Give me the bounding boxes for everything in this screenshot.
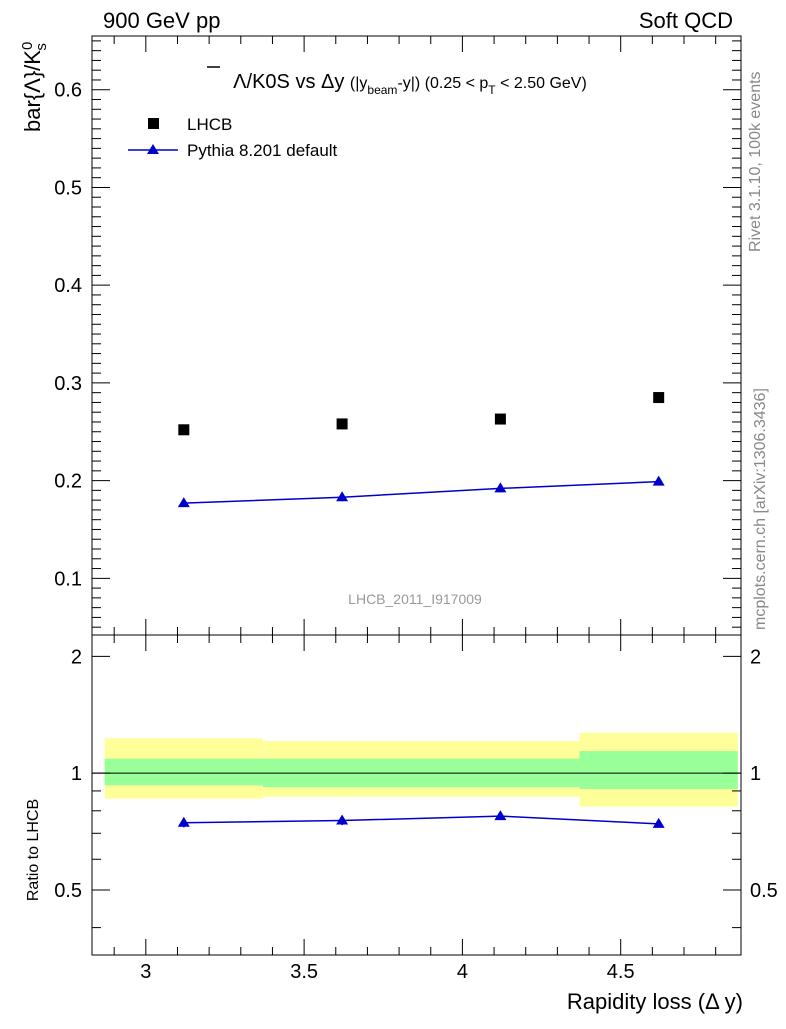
mc-point: [494, 482, 507, 493]
analysis-label: LHCB_2011_I917009: [348, 591, 482, 607]
ratio-mc-point: [336, 814, 349, 825]
mc-point: [336, 491, 349, 502]
legend-label-lhcb: LHCB: [187, 115, 232, 134]
y-tick-label: 0.2: [54, 471, 82, 493]
y-tick-label: 0.6: [54, 80, 82, 102]
ratio-mc-point: [652, 817, 665, 828]
lhcb-data-point: [653, 392, 665, 404]
ratio-y-tick-label-right: 0.5: [750, 880, 778, 902]
x-axis-label: Rapidity loss (Δ y): [567, 989, 743, 1014]
lhcb-data-point: [494, 413, 506, 425]
x-tick-label: 4.5: [607, 961, 635, 983]
y-tick-label: 0.1: [54, 568, 82, 590]
ratio-y-axis-label: Ratio to LHCB: [25, 799, 42, 901]
ratio-mc-point: [177, 816, 190, 827]
legend-label-pythia: Pythia 8.201 default: [187, 141, 338, 160]
lhcb-data-point: [336, 418, 348, 430]
y-tick-label: 0.5: [54, 177, 82, 199]
y-tick-label: 0.4: [54, 275, 82, 297]
ratio-y-tick-label: 0.5: [54, 880, 82, 902]
mc-series-line: [183, 480, 659, 504]
mcplots-label: mcplots.cern.ch [arXiv:1306.3436]: [752, 388, 769, 630]
ratio-y-tick-label: 1: [71, 763, 82, 785]
legend-marker-pythia: [147, 144, 159, 154]
header-right: Soft QCD: [639, 8, 733, 33]
mc-point: [652, 475, 665, 486]
chart-title: Λ/K0S vs Δy (|ybeam-y|) (0.25 < pT < 2.5…: [233, 71, 587, 97]
ratio-y-tick-label-right: 2: [750, 646, 761, 668]
x-tick-label: 4: [457, 961, 468, 983]
ratio-y-tick-label-right: 1: [750, 763, 761, 785]
ratio-band-inner-0: [104, 758, 263, 786]
ratio-mc-line: [183, 815, 659, 825]
ratio-frame: [91, 634, 742, 956]
legend: LHCB Pythia 8.201 default: [128, 115, 338, 160]
y-tick-label: 0.3: [54, 373, 82, 395]
x-tick-label: 3: [140, 961, 151, 983]
rivet-label: Rivet 3.1.10, 100k events: [747, 71, 764, 252]
legend-marker-lhcb: [148, 118, 159, 129]
ratio-mc-point: [494, 810, 507, 821]
header-left: 900 GeV pp: [103, 8, 220, 33]
y-axis-label: bar{Λ}/K0s: [19, 42, 50, 132]
mc-point: [177, 497, 190, 508]
x-tick-label: 3.5: [290, 961, 318, 983]
lhcb-data-point: [178, 424, 190, 436]
ratio-band-inner-2: [579, 751, 738, 790]
ratio-y-tick-label: 2: [71, 646, 82, 668]
